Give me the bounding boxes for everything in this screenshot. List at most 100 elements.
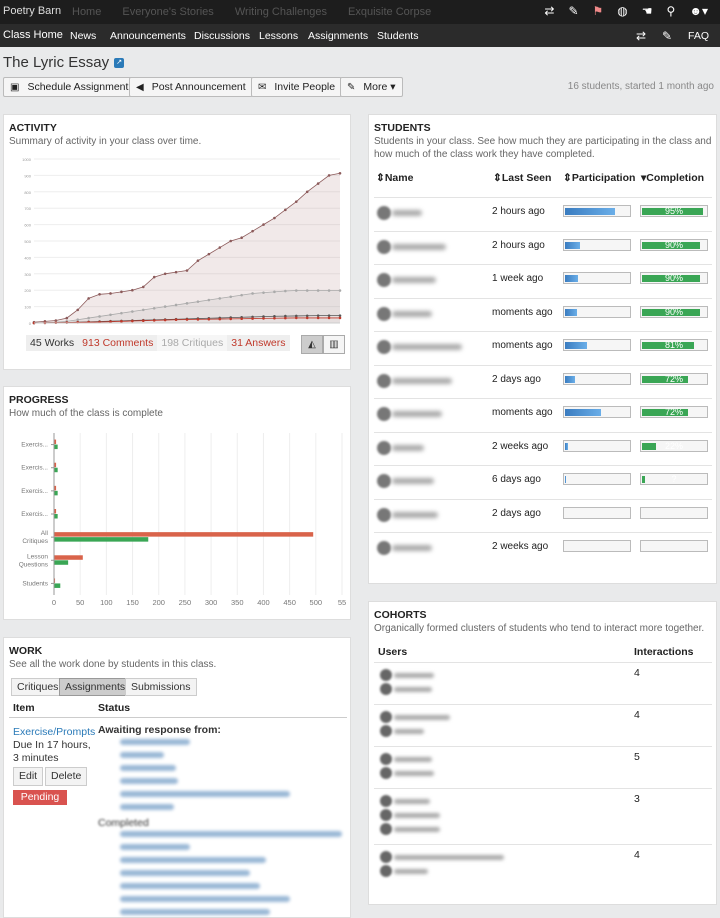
item-link[interactable]: Exercise/Prompts xyxy=(13,726,96,738)
student-link[interactable] xyxy=(120,765,176,771)
student-name[interactable] xyxy=(392,478,434,484)
student-link[interactable] xyxy=(120,778,178,784)
external-link-icon[interactable]: ↗ xyxy=(114,58,125,69)
tab-submissions[interactable]: Submissions xyxy=(125,678,197,696)
nav-class-home[interactable]: Class Home xyxy=(3,29,63,41)
student-row[interactable]: 2 days ago xyxy=(374,498,712,532)
nav-announcements[interactable]: Announcements xyxy=(110,30,186,42)
student-row[interactable]: 2 days ago 72% xyxy=(374,364,712,398)
top-link-home[interactable]: Home xyxy=(72,6,102,18)
student-name[interactable] xyxy=(392,545,432,551)
student-row[interactable]: 1 week ago 90% xyxy=(374,264,712,297)
student-link[interactable] xyxy=(120,791,290,797)
student-row[interactable]: 2 weeks ago xyxy=(374,532,712,565)
sort-name[interactable]: ⇕Name xyxy=(376,172,414,184)
student-name[interactable] xyxy=(392,444,424,451)
student-row[interactable]: 2 hours ago 95% xyxy=(374,197,712,230)
nav-news[interactable]: News xyxy=(70,30,97,42)
cohort-user[interactable] xyxy=(394,673,434,678)
nav-discussions[interactable]: Discussions xyxy=(194,30,251,42)
completed-link[interactable] xyxy=(120,883,260,889)
legend-answers[interactable]: 31 Answers xyxy=(227,335,290,351)
nav-lessons[interactable]: Lessons xyxy=(259,30,299,42)
student-name[interactable] xyxy=(392,344,462,350)
top-link-corpse[interactable]: Exquisite Corpse xyxy=(348,6,432,18)
cohorts-panel: COHORTS Organically formed clusters of s… xyxy=(368,601,717,905)
hand-icon[interactable]: ☚ xyxy=(641,4,653,18)
completed-link[interactable] xyxy=(120,831,342,837)
student-name[interactable] xyxy=(392,277,436,283)
student-name[interactable] xyxy=(392,310,432,317)
student-row[interactable]: moments ago 72% xyxy=(374,398,712,431)
student-row[interactable]: moments ago 81% xyxy=(374,331,712,364)
student-link[interactable] xyxy=(120,739,190,745)
edit-button[interactable]: Edit xyxy=(13,767,44,786)
nav-assignments[interactable]: Assignments xyxy=(308,30,369,42)
student-name[interactable] xyxy=(392,377,452,384)
completed-link[interactable] xyxy=(120,870,250,876)
student-row[interactable]: 2 weeks ago 22% xyxy=(374,431,712,465)
participation-bar xyxy=(563,305,631,318)
cohort-user[interactable] xyxy=(394,855,504,860)
switch-icon[interactable]: ⇄ xyxy=(636,29,647,43)
completed-link[interactable] xyxy=(120,909,270,915)
area-chart-toggle-icon[interactable]: ◭ xyxy=(301,335,323,354)
cohort-user[interactable] xyxy=(394,715,450,720)
globe-icon[interactable]: ◍ xyxy=(617,4,628,18)
cohort-user[interactable] xyxy=(394,757,432,762)
bar-chart-toggle-icon[interactable]: ▥ xyxy=(323,335,345,354)
cohort-user[interactable] xyxy=(394,729,424,734)
invite-people-button[interactable]: ✉ Invite People xyxy=(251,77,343,97)
cohort-user[interactable] xyxy=(394,813,440,818)
completion-label: 95% xyxy=(664,206,683,216)
schedule-assignment-button[interactable]: ▣ Schedule Assignment xyxy=(3,77,136,97)
completed-link[interactable] xyxy=(120,844,190,850)
student-link[interactable] xyxy=(120,752,164,758)
cohort-user[interactable] xyxy=(394,827,440,832)
student-row[interactable]: 6 days ago? xyxy=(374,465,712,498)
delete-button[interactable]: Delete xyxy=(45,767,88,786)
wrench-icon[interactable]: ✎ xyxy=(568,4,579,18)
legend-works[interactable]: 45 Works xyxy=(26,335,79,351)
cohort-user[interactable] xyxy=(394,687,432,692)
student-link[interactable] xyxy=(120,804,174,810)
switch-icon[interactable]: ⇄ xyxy=(544,4,555,18)
sort-participation[interactable]: ⇕Participation xyxy=(563,172,636,184)
legend-critiques[interactable]: 198 Critiques xyxy=(157,335,228,351)
student-name[interactable] xyxy=(392,210,422,216)
cohort-user[interactable] xyxy=(394,869,428,874)
completion-bar: 90% xyxy=(640,305,708,318)
more-button[interactable]: ✎ More ▾ xyxy=(340,77,403,97)
data-point xyxy=(163,272,167,276)
completion-label: 72% xyxy=(664,407,683,417)
completed-link[interactable] xyxy=(120,857,266,863)
student-name[interactable] xyxy=(392,411,442,417)
user-menu-icon[interactable]: ☻▾ xyxy=(689,4,708,18)
student-row[interactable]: moments ago 90% xyxy=(374,297,712,331)
student-row[interactable]: 2 hours ago 90% xyxy=(374,230,712,264)
search-icon[interactable]: ⚲ xyxy=(666,4,676,18)
top-link-stories[interactable]: Everyone's Stories xyxy=(122,6,214,18)
sort-completion[interactable]: ▾Completion xyxy=(641,172,705,184)
legend-comments[interactable]: 913 Comments xyxy=(78,335,158,351)
brand-link[interactable]: Poetry Barn xyxy=(3,5,62,17)
data-point xyxy=(251,292,254,295)
student-name[interactable] xyxy=(392,243,446,250)
tab-assignments[interactable]: Assignments xyxy=(59,678,132,696)
student-name[interactable] xyxy=(392,511,438,518)
top-link-challenges[interactable]: Writing Challenges xyxy=(234,6,327,18)
completed-link[interactable] xyxy=(120,896,290,902)
sort-last-seen[interactable]: ⇕Last Seen xyxy=(493,172,552,184)
cohort-user[interactable] xyxy=(394,799,430,804)
post-announcement-button[interactable]: ◀ Post Announcement xyxy=(129,77,253,97)
participation-bar xyxy=(563,205,631,217)
tab-critiques[interactable]: Critiques xyxy=(11,678,65,696)
cohort-user[interactable] xyxy=(394,771,434,776)
post-label: Post Announcement xyxy=(151,81,246,93)
wrench-icon[interactable]: ✎ xyxy=(662,29,673,43)
nav-students[interactable]: Students xyxy=(377,30,419,42)
data-point xyxy=(120,290,123,294)
flag-icon[interactable]: ⚑ xyxy=(592,4,604,18)
avatar xyxy=(377,440,391,455)
nav-faq[interactable]: FAQ xyxy=(688,30,710,42)
